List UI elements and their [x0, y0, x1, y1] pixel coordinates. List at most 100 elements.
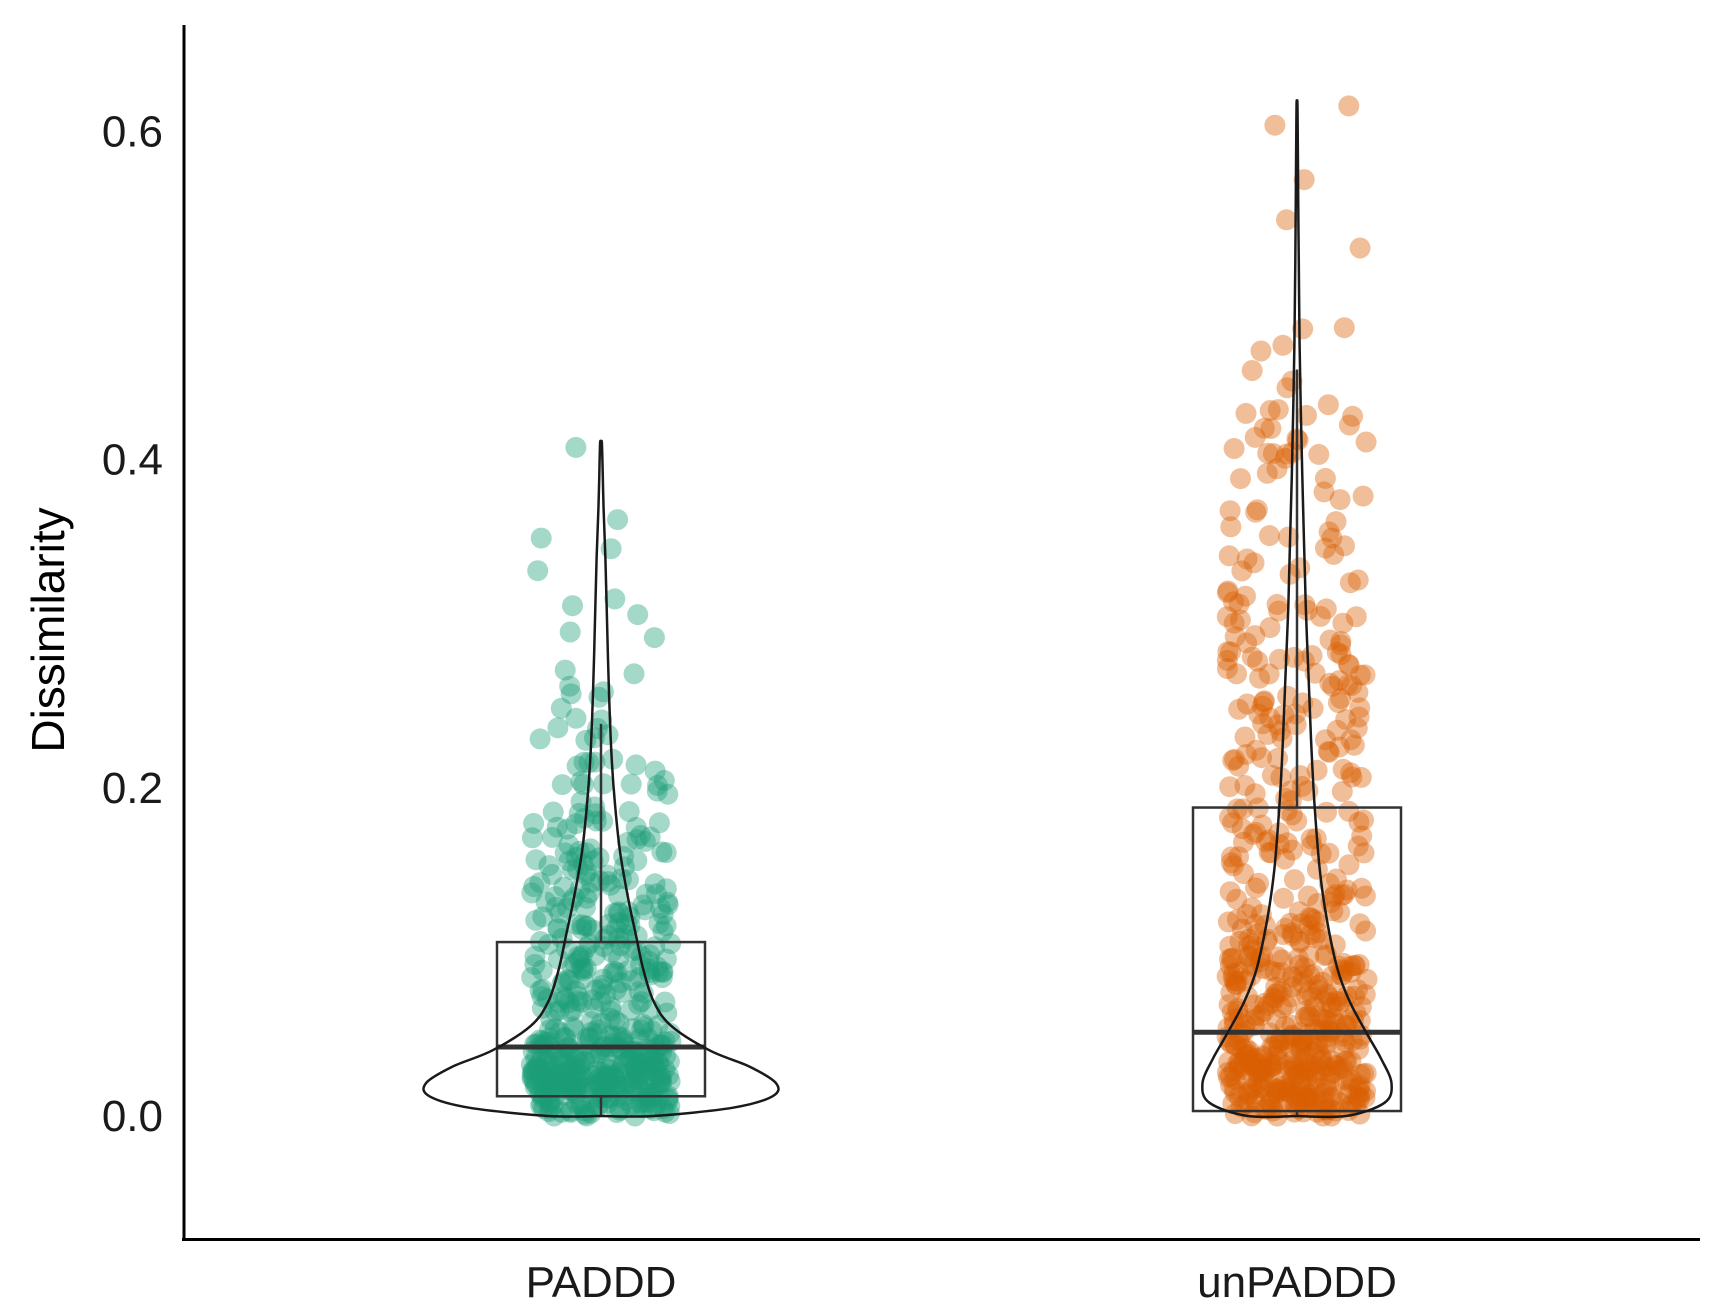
data-point	[1300, 924, 1322, 945]
data-point	[1334, 1050, 1356, 1072]
data-point	[1234, 726, 1256, 748]
data-point	[1327, 985, 1349, 1007]
data-point	[1276, 800, 1298, 821]
data-point	[625, 754, 647, 776]
data-point	[1218, 1051, 1240, 1073]
data-point	[1236, 632, 1258, 654]
data-point	[560, 683, 582, 705]
data-point	[1216, 1062, 1238, 1083]
data-point	[634, 899, 656, 921]
data-point	[562, 1016, 584, 1038]
data-point	[1279, 1036, 1301, 1058]
data-point	[1300, 1087, 1322, 1109]
data-point	[1328, 670, 1350, 692]
data-point	[1234, 775, 1256, 796]
data-point	[607, 509, 629, 531]
data-point	[1317, 985, 1339, 1007]
data-point	[1295, 1044, 1317, 1065]
data-point	[1225, 973, 1247, 995]
data-point	[1278, 526, 1299, 548]
data-point	[599, 913, 620, 935]
data-point	[540, 1055, 562, 1077]
data-point	[572, 1066, 594, 1088]
data-point	[1265, 976, 1287, 998]
data-point	[650, 897, 672, 919]
data-point	[1330, 965, 1352, 987]
data-point	[1322, 675, 1343, 697]
data-point	[1320, 1087, 1342, 1108]
data-point	[1296, 1067, 1318, 1089]
data-point	[1283, 646, 1305, 668]
data-point	[539, 1092, 561, 1114]
data-point	[1217, 641, 1239, 663]
data-point	[1237, 1084, 1259, 1106]
data-point	[1340, 1050, 1362, 1072]
data-point	[655, 948, 677, 970]
data-point	[575, 864, 597, 886]
data-point	[561, 956, 583, 978]
data-point	[1231, 560, 1253, 582]
data-point	[637, 1050, 659, 1072]
data-point	[1283, 1056, 1305, 1078]
data-point	[620, 999, 642, 1021]
data-point	[564, 1045, 586, 1067]
data-point	[1223, 1078, 1245, 1099]
data-point	[1317, 394, 1339, 416]
data-point	[1281, 1024, 1303, 1046]
data-point	[1277, 1088, 1299, 1110]
data-point	[1268, 600, 1290, 622]
data-point	[1304, 909, 1326, 931]
data-point	[1298, 980, 1320, 1002]
data-point	[1308, 1005, 1330, 1027]
data-point	[1290, 1039, 1312, 1061]
data-point	[523, 1060, 545, 1082]
data-point	[608, 948, 629, 970]
data-point	[1354, 664, 1376, 686]
data-point	[657, 894, 679, 916]
data-point	[1339, 572, 1361, 594]
data-point	[558, 992, 580, 1014]
data-point	[1266, 1008, 1287, 1030]
data-point	[529, 1082, 551, 1104]
data-point	[1287, 1084, 1309, 1106]
data-point	[1242, 1077, 1264, 1099]
data-point	[603, 960, 625, 982]
data-point	[626, 850, 648, 871]
data-point	[1348, 954, 1370, 975]
data-point	[1307, 1038, 1329, 1060]
data-point	[604, 1026, 626, 1048]
data-point	[651, 841, 673, 863]
data-point	[566, 755, 588, 777]
data-point	[590, 1012, 612, 1034]
data-point	[1276, 994, 1298, 1016]
data-point	[1249, 951, 1271, 973]
data-point	[1319, 672, 1341, 694]
data-point	[1216, 658, 1238, 680]
data-point	[554, 659, 576, 681]
data-point	[1330, 644, 1352, 665]
data-point	[569, 1068, 591, 1090]
data-point	[655, 878, 677, 900]
data-point	[524, 1072, 546, 1094]
data-point	[625, 939, 647, 961]
data-point	[1299, 906, 1321, 928]
data-point	[630, 1062, 652, 1084]
data-point	[1261, 764, 1283, 786]
data-point	[555, 1027, 577, 1049]
data-point	[1243, 1049, 1265, 1071]
data-point	[1336, 1050, 1358, 1072]
data-point	[628, 981, 650, 1003]
data-point	[1216, 606, 1238, 628]
data-point	[612, 1053, 634, 1075]
data-point	[1232, 798, 1254, 820]
data-point	[1226, 663, 1248, 685]
data-point	[1262, 987, 1284, 1009]
data-point	[530, 1083, 552, 1105]
data-point	[1352, 485, 1374, 507]
data-point	[1268, 1039, 1289, 1060]
data-point	[659, 1070, 681, 1092]
data-point	[1300, 907, 1322, 929]
data-point	[1228, 1085, 1250, 1107]
data-point	[1228, 1055, 1250, 1077]
data-point	[1297, 885, 1319, 907]
